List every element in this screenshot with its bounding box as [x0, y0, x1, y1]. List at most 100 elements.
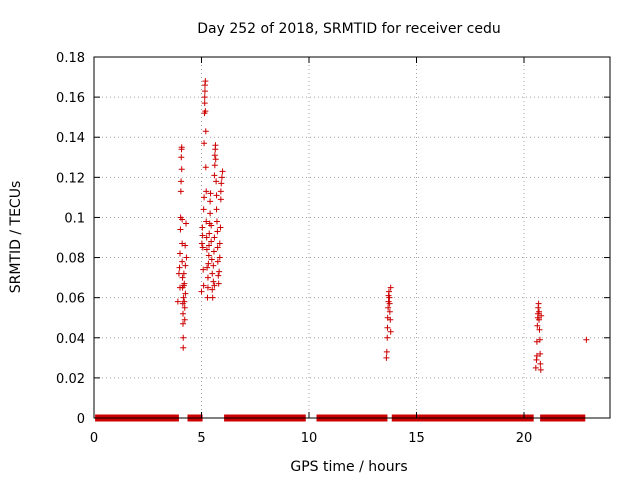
data-point: [210, 248, 217, 255]
data-point: [181, 316, 188, 323]
x-tick-label: 0: [90, 431, 98, 446]
data-point: [207, 198, 214, 205]
data-point: [214, 258, 221, 265]
data-point: [534, 322, 541, 329]
data-point: [178, 144, 185, 151]
data-point: [537, 360, 544, 367]
data-point: [537, 366, 544, 373]
x-tick-label: 20: [516, 431, 533, 446]
data-point: [536, 316, 543, 323]
data-point: [182, 242, 189, 249]
data-point: [201, 100, 208, 107]
data-point: [182, 290, 189, 297]
data-point: [216, 268, 223, 275]
data-point: [384, 334, 391, 341]
data-point: [384, 324, 391, 331]
data-point: [205, 260, 212, 267]
data-point: [211, 234, 218, 241]
y-tick-labels: 0 0.02 0.04 0.06 0.08 0.1 0.12 0.14 0.16 0.18: [56, 51, 85, 427]
data-point: [199, 224, 206, 231]
data-point: [180, 320, 187, 327]
y-tick-label: 0: [77, 412, 85, 427]
data-point: [214, 228, 221, 235]
data-point: [535, 300, 542, 307]
data-point: [200, 266, 207, 273]
y-tick-label: 0.18: [56, 51, 85, 66]
axis-ticks: [93, 56, 610, 419]
data-point: [181, 298, 188, 305]
data-point: [536, 336, 543, 343]
data-point: [179, 216, 186, 223]
data-point: [179, 258, 186, 265]
data-point: [203, 234, 210, 241]
data-point: [203, 218, 210, 225]
data-point: [202, 164, 209, 171]
data-point: [202, 128, 209, 135]
data-point: [201, 194, 208, 201]
data-point: [385, 288, 392, 295]
x-tick-label: 10: [301, 431, 318, 446]
data-point: [199, 232, 206, 239]
data-point: [210, 278, 217, 285]
data-point: [183, 220, 190, 227]
data-point: [218, 180, 225, 187]
data-point: [213, 192, 220, 199]
data-point: [209, 294, 216, 301]
y-axis-title: SRMTID / TECUs: [8, 181, 24, 294]
data-point: [199, 244, 206, 251]
data-point: [583, 336, 590, 343]
y-tick-label: 0.1: [64, 211, 85, 226]
data-point: [533, 338, 540, 345]
data-point: [214, 244, 221, 251]
data-point: [212, 156, 219, 163]
data-point: [213, 206, 220, 213]
data-point: [538, 312, 545, 319]
data-point: [387, 328, 394, 335]
data-point: [387, 284, 394, 291]
data-point: [208, 256, 215, 263]
data-point: [207, 210, 214, 217]
data-point: [180, 310, 187, 317]
plot-frame: [93, 56, 611, 419]
data-point: [179, 240, 186, 247]
data-point: [213, 178, 220, 185]
data-point: [215, 280, 222, 287]
data-point: [216, 240, 223, 247]
data-point: [206, 242, 213, 249]
data-point: [203, 246, 210, 253]
data-point: [208, 222, 215, 229]
data-point: [201, 94, 208, 101]
data-point: [198, 288, 205, 295]
data-point: [180, 270, 187, 277]
data-point: [182, 262, 189, 269]
y-tick-label: 0.14: [56, 131, 85, 146]
data-point: [211, 162, 218, 169]
y-tick-label: 0.12: [56, 171, 85, 186]
data-point: [219, 168, 226, 175]
data-point: [178, 166, 185, 173]
data-point: [204, 294, 211, 301]
data-point: [213, 218, 220, 225]
data-point: [198, 240, 205, 247]
data-point: [215, 272, 222, 279]
data-point: [209, 286, 216, 293]
data-point: [207, 190, 214, 197]
data-point: [177, 226, 184, 233]
x-tick-label: 15: [408, 431, 425, 446]
data-point: [178, 154, 185, 161]
y-tick-label: 0.08: [56, 252, 85, 267]
data-point: [537, 350, 544, 357]
data-point: [176, 264, 183, 271]
data-point: [181, 304, 188, 311]
data-point: [536, 308, 543, 315]
data-points: [174, 78, 590, 373]
x-tick-label: 5: [197, 431, 205, 446]
data-point: [383, 354, 390, 361]
data-point: [216, 254, 223, 261]
y-tick-label: 0.06: [56, 292, 85, 307]
data-point: [177, 250, 183, 257]
grid-lines: [94, 57, 610, 418]
data-point: [386, 300, 393, 307]
